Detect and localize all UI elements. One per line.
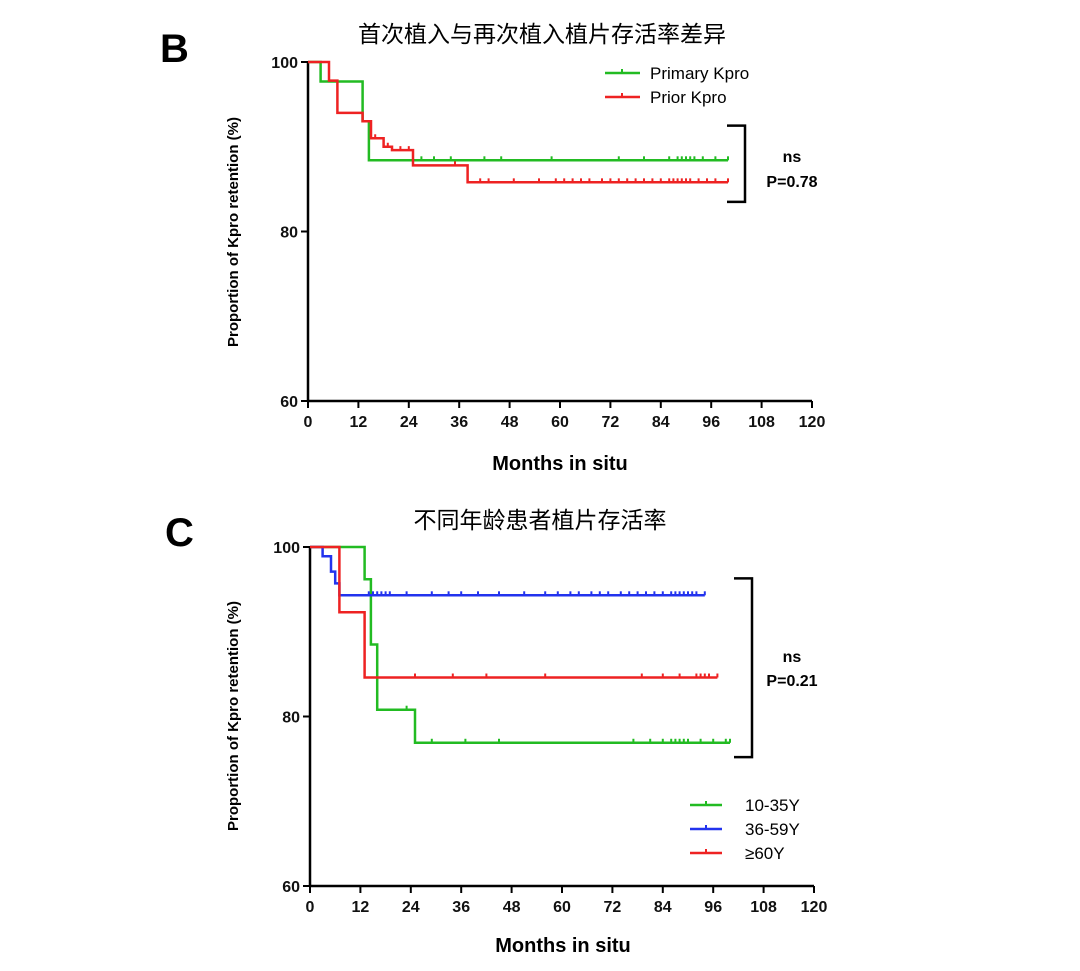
panel-c-legend-item-1: 36-59Y [690, 820, 800, 839]
panel-c-ytick-label-1: 80 [282, 710, 300, 727]
panel-c-legend-label-1: 36-59Y [745, 820, 800, 839]
panel-b-xtick-label-2: 24 [400, 414, 418, 431]
panel-c-ytick-label-2: 100 [273, 540, 300, 557]
panel-c: C 不同年龄患者植片存活率 Months in situ Proportion … [165, 508, 827, 957]
panel-c-xtick-label-3: 36 [452, 899, 470, 916]
panel-b-xtick-label-1: 12 [350, 414, 368, 431]
panel-c-ns-label: ns [783, 649, 802, 666]
panel-c-xtick-label-2: 24 [402, 899, 420, 916]
panel-c-legend-label-0: 10-35Y [745, 796, 800, 815]
panel-b-significance-bracket [727, 124, 747, 204]
panel-b-letter: B [160, 27, 189, 71]
panel-b-legend-item-1: Prior Kpro [605, 88, 727, 107]
panel-c-xtick-label-0: 0 [306, 899, 315, 916]
panel-b-xtick-label-6: 72 [602, 414, 620, 431]
panel-b-xtick-label-9: 108 [748, 414, 775, 431]
panel-b-series-line-1 [308, 60, 728, 184]
panel-c-legend-label-2: ≥60Y [745, 844, 785, 863]
panel-c-xlabel: Months in situ [495, 935, 631, 957]
panel-b-ytick-label-2: 100 [271, 55, 298, 72]
panel-c-xtick-label-5: 60 [553, 899, 571, 916]
panel-b-xtick-label-10: 120 [799, 414, 826, 431]
panel-b-xlabel: Months in situ [492, 453, 628, 475]
panel-c-letter: C [165, 511, 194, 555]
panel-c-xtick-label-9: 108 [750, 899, 777, 916]
panel-b-title: 首次植入与再次植入植片存活率差异 [358, 22, 726, 48]
panel-c-xtick-label-1: 12 [352, 899, 370, 916]
panel-b-legend-item-0: Primary Kpro [605, 64, 749, 83]
panel-c-series-line-0 [310, 545, 730, 745]
panel-b-p-value: P=0.78 [766, 174, 817, 191]
panel-c-p-value: P=0.21 [766, 673, 817, 690]
panel-c-xtick-label-10: 120 [801, 899, 828, 916]
panel-b-xtick-label-3: 36 [450, 414, 468, 431]
panel-b-xtick-label-8: 96 [702, 414, 720, 431]
panel-c-ylabel: Proportion of Kpro retention (%) [225, 601, 242, 831]
panel-c-series-line-1 [310, 545, 705, 597]
panel-b-legend-label-0: Primary Kpro [650, 64, 749, 83]
panel-b-legend-label-1: Prior Kpro [650, 88, 727, 107]
panel-b-ytick-label-0: 60 [280, 394, 298, 411]
panel-b: B 首次植入与再次植入植片存活率差异 Months in situ Propor… [160, 22, 825, 475]
panel-b-series-line-0 [308, 60, 728, 162]
panel-b-xtick-label-5: 60 [551, 414, 569, 431]
panel-b-xtick-label-7: 84 [652, 414, 670, 431]
panel-c-xtick-label-6: 72 [604, 899, 622, 916]
panel-b-xtick-label-4: 48 [501, 414, 519, 431]
panel-b-ns-label: ns [783, 149, 802, 166]
panel-c-xtick-label-4: 48 [503, 899, 521, 916]
panel-c-significance-bracket [734, 577, 754, 759]
panel-b-ytick-label-1: 80 [280, 225, 298, 242]
panel-b-xtick-label-0: 0 [304, 414, 313, 431]
panel-c-xtick-label-8: 96 [704, 899, 722, 916]
panel-c-ytick-label-0: 60 [282, 879, 300, 896]
panel-b-ylabel: Proportion of Kpro retention (%) [225, 117, 242, 347]
panel-c-xtick-label-7: 84 [654, 899, 672, 916]
panel-c-legend-item-2: ≥60Y [690, 844, 785, 863]
panel-c-series-line-2 [310, 545, 718, 679]
panel-c-title: 不同年龄患者植片存活率 [414, 508, 667, 534]
panel-c-legend-item-0: 10-35Y [690, 796, 800, 815]
